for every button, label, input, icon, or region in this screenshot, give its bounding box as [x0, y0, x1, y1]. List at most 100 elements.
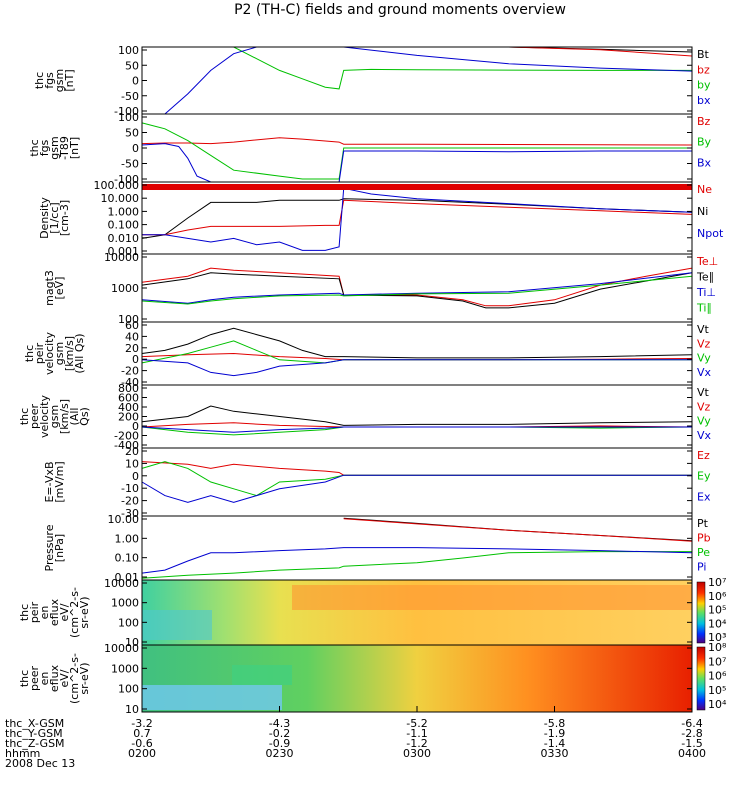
legend-entry: Ez: [697, 449, 710, 462]
series-Ez: [141, 461, 692, 476]
y-tick-label: -50: [121, 158, 139, 171]
y-tick-label: -200: [114, 430, 139, 443]
y-axis-label: [nPa]: [53, 534, 66, 562]
series-Vz: [141, 422, 693, 428]
legend-entry: Vt: [697, 323, 710, 336]
spectrogram-low-energy-region: [142, 685, 282, 710]
y-axis-label: thc: [33, 72, 46, 89]
x-axis-labels: thc_X-GSM -3.2 -4.3 -5.2 -5.8 -6.4 thc_Y-GSM 0.…: [5, 706, 706, 770]
y-tick-label: 400: [118, 401, 139, 414]
x-axis-value: -1.2: [406, 737, 427, 750]
panel-frame: [141, 447, 693, 517]
y-axis-label: sr-eV): [78, 596, 91, 628]
panels-layer: Btbzbybx100500-50-100thcfgsgsm[nT]BzByBx…: [18, 44, 724, 584]
x-axis-row-label: thc_Y-GSM: [5, 727, 63, 740]
series-Ne: [142, 199, 693, 236]
legend-entry: Te⊥: [696, 255, 718, 268]
legend-entry: Pb: [697, 532, 711, 545]
y-tick-label: -50: [121, 90, 139, 103]
y-axis-label: -T89: [58, 136, 71, 160]
x-axis-value: -1.9: [544, 727, 565, 740]
y-axis-label: (cm^2-s-: [68, 587, 81, 638]
y-tick-label: 0.01: [115, 571, 140, 584]
x-axis-value: -0.9: [269, 737, 290, 750]
spectrogram-high-energy-region: [292, 585, 692, 610]
y-axis-label: Pressure: [43, 524, 56, 571]
series-Bt: [142, 46, 693, 53]
y-axis-label: en: [38, 672, 51, 686]
legend-entry: Ne: [697, 183, 712, 196]
y-axis-label: (cm^2-s-: [68, 653, 81, 704]
legend-entry: bx: [697, 94, 711, 107]
legend-entry: Vt: [697, 386, 710, 399]
spectrogram-low-energy-region: [142, 610, 212, 640]
series-Vy: [141, 426, 693, 436]
y-axis-label: peer: [28, 666, 41, 692]
legend-entry: Pt: [697, 517, 709, 530]
y-axis-label: [nT]: [68, 137, 81, 159]
series-Pb: [343, 518, 693, 542]
x-axis-value: 0400: [678, 747, 706, 760]
panel-frame: [141, 46, 693, 115]
y-tick-label: 100: [118, 111, 139, 124]
y-tick-label: 10: [125, 703, 139, 716]
y-tick-label: 1000: [111, 662, 139, 675]
y-axis-label: thc: [28, 139, 41, 156]
colorbar-tick-label: 10⁷: [708, 576, 726, 589]
y-tick-label: 100: [118, 44, 139, 57]
colorbar-tick-label: 10⁶: [708, 590, 727, 603]
y-tick-label: -100: [114, 105, 139, 118]
legend-entry: Vx: [697, 429, 712, 442]
y-tick-label: 800: [118, 382, 139, 395]
legend-entry: By: [697, 136, 712, 149]
panel-3: Ne Ni Npot 100.00010.0001.0000.1000.0100.00…: [38, 179, 724, 258]
y-axis-label: sr-eV): [78, 662, 91, 694]
red-band: [142, 184, 692, 190]
spectrogram-layer: 10⁷10⁶10⁵10⁴10³10000100010010thcpeirenef…: [18, 576, 727, 716]
x-axis-row-label: hhmm: [5, 747, 40, 760]
y-tick-label: 0: [132, 470, 139, 483]
y-tick-label: -40: [121, 376, 139, 389]
x-axis-value: -1.5: [681, 737, 702, 750]
y-tick-label: 40: [125, 330, 139, 343]
y-tick-label: 600: [118, 392, 139, 405]
y-tick-label: 0.010: [108, 232, 140, 245]
y-axis-label: en: [38, 606, 51, 620]
y-tick-label: -30: [121, 507, 139, 520]
legend-entry: Vy: [697, 415, 711, 428]
y-tick-label: 10000: [104, 642, 139, 655]
x-axis-value: 0330: [541, 747, 569, 760]
colorbar-tick-label: 10⁵: [708, 604, 726, 617]
y-tick-label: 60: [125, 319, 139, 332]
legend-entry: Ni: [697, 205, 708, 218]
legend-entry: bz: [697, 63, 710, 76]
legend-entry: by: [697, 79, 711, 92]
y-tick-label: 0.100: [108, 219, 140, 232]
legend-entry: Pe: [697, 546, 710, 559]
y-axis-label: peir: [33, 342, 46, 364]
colorbar-tick-label: 10⁶: [708, 670, 727, 683]
x-axis-value: -0.6: [131, 737, 152, 750]
series-Pe: [141, 551, 692, 579]
series-Pt: [343, 517, 693, 542]
y-tick-label: 100: [118, 616, 139, 629]
series-Ti∥: [141, 275, 693, 305]
series-Ex: [141, 474, 692, 503]
y-axis-label: peir: [28, 601, 41, 623]
x-axis-value: -3.2: [131, 717, 152, 730]
series-Te∥: [141, 272, 693, 309]
y-tick-label: 20: [125, 342, 139, 355]
legend-entry: Vz: [697, 337, 711, 350]
y-axis-label: (All: [68, 408, 81, 426]
legend-entry: Ey: [697, 470, 711, 483]
panel-frame: [141, 384, 693, 449]
y-axis-label: eV/: [58, 603, 71, 621]
y-tick-label: 1000: [111, 282, 139, 295]
colorbar-tick-label: 10⁵: [708, 684, 726, 697]
series-Vt: [141, 327, 693, 359]
series-Npot: [142, 187, 693, 251]
y-axis-label: gsm: [53, 69, 66, 92]
